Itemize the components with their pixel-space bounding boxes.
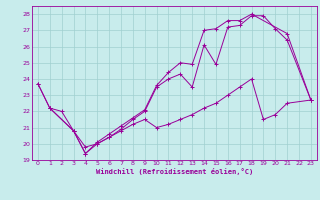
- X-axis label: Windchill (Refroidissement éolien,°C): Windchill (Refroidissement éolien,°C): [96, 168, 253, 175]
